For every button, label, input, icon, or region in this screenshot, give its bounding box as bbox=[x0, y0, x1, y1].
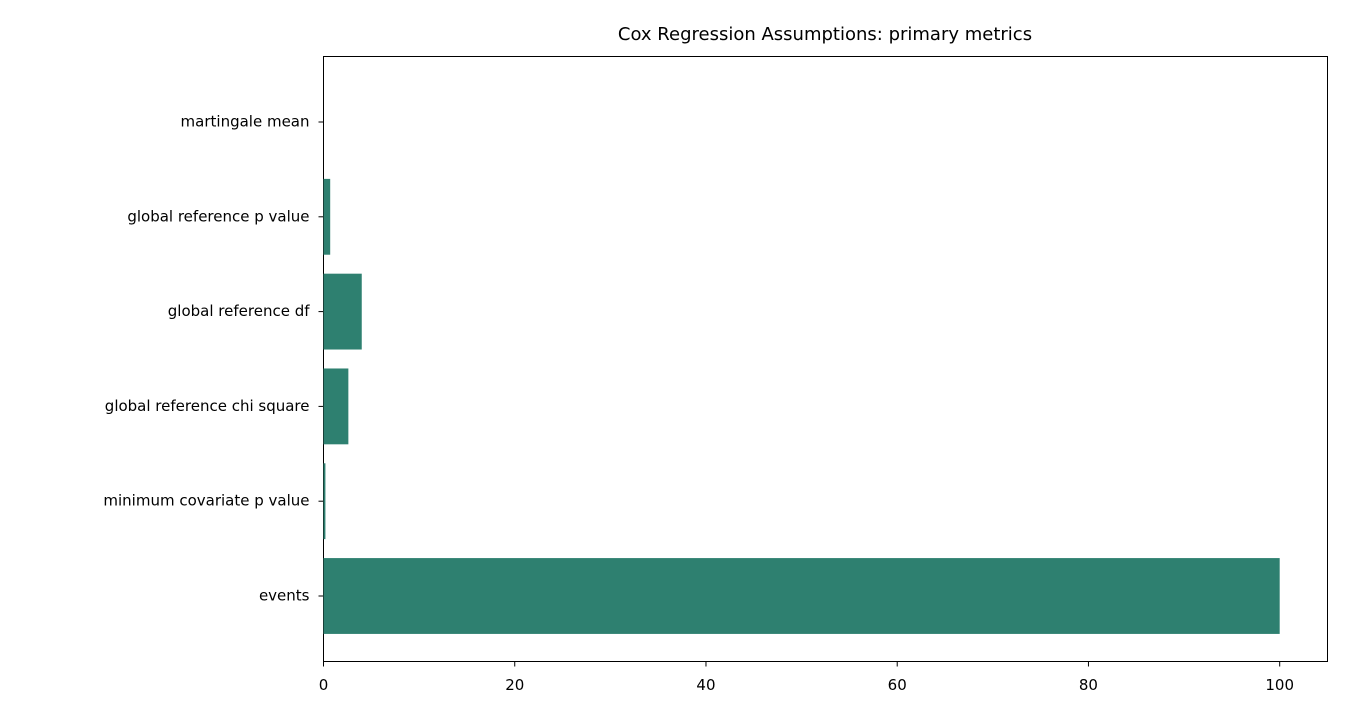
y-tick-label: global reference chi square bbox=[105, 397, 310, 415]
bar bbox=[323, 463, 326, 540]
x-tick-label: 80 bbox=[1079, 676, 1098, 694]
chart-title: Cox Regression Assumptions: primary metr… bbox=[618, 24, 1032, 45]
y-tick-label: global reference df bbox=[168, 302, 310, 320]
x-tick-label: 40 bbox=[696, 676, 715, 694]
x-tick-label: 100 bbox=[1265, 676, 1294, 694]
bar bbox=[323, 273, 362, 350]
bar bbox=[323, 368, 349, 445]
x-tick-label: 20 bbox=[505, 676, 524, 694]
x-tick-label: 0 bbox=[319, 676, 329, 694]
axes-frame bbox=[323, 56, 1328, 662]
x-tick-label: 60 bbox=[888, 676, 907, 694]
bar bbox=[323, 558, 1280, 634]
y-tick-label: martingale mean bbox=[181, 113, 310, 131]
y-tick-label: events bbox=[259, 587, 310, 605]
y-tick-label: global reference p value bbox=[127, 207, 309, 225]
bar bbox=[323, 178, 331, 255]
y-tick-label: minimum covariate p value bbox=[103, 492, 309, 510]
